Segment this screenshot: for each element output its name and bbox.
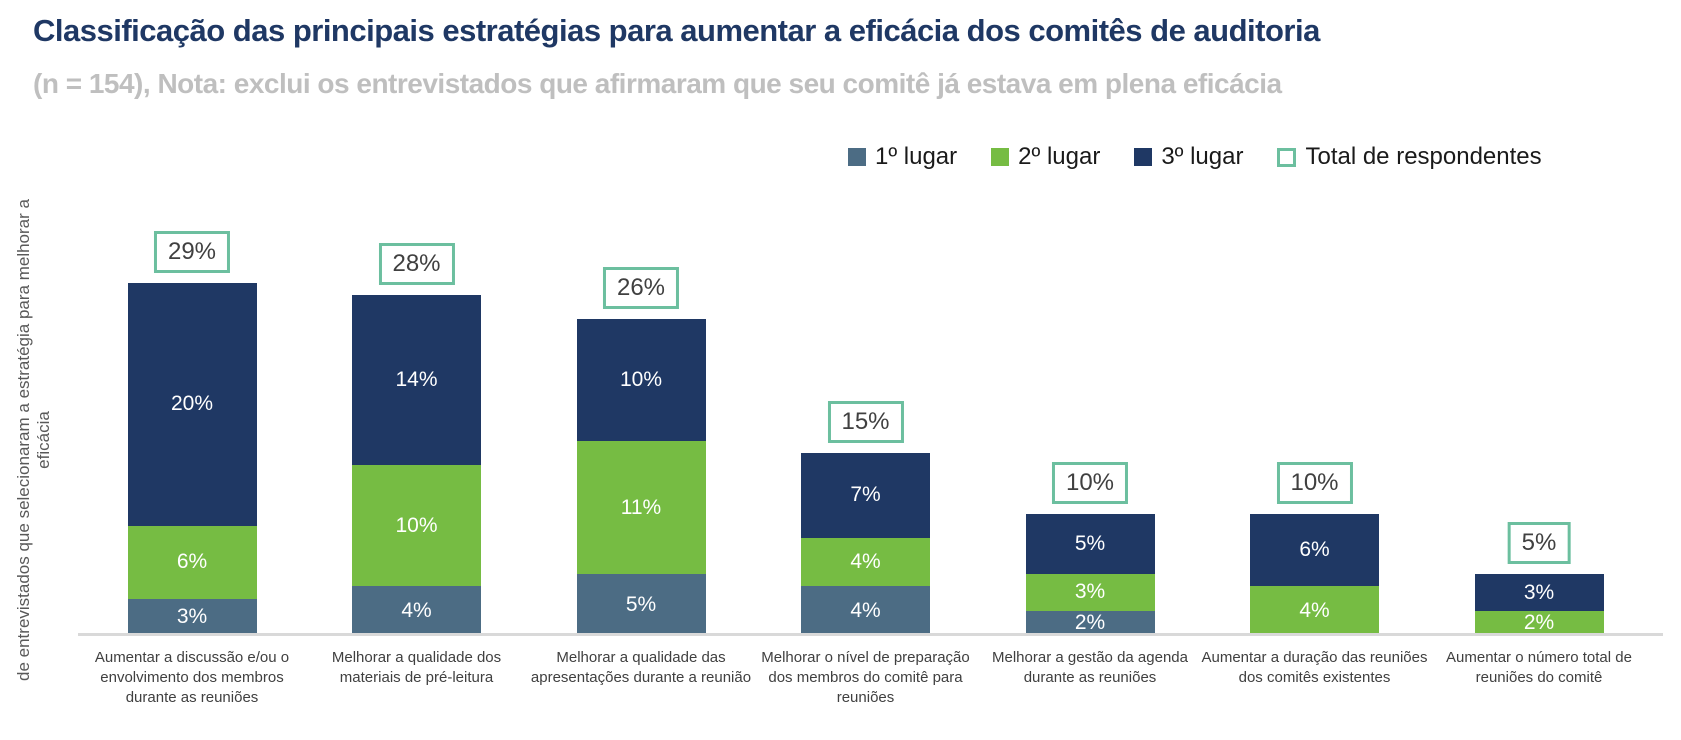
legend-item-3: 3º lugar: [1134, 143, 1243, 171]
bar-column-4: 7% 4% 4%: [801, 452, 930, 635]
category-label-3: Melhorar a qualidade das apresentações d…: [530, 649, 752, 686]
legend-swatch-icon: [848, 148, 866, 166]
segment-value-label: 7%: [850, 483, 881, 507]
legend-item-2: 2º lugar: [991, 143, 1100, 171]
y-axis-label: de entrevistados que selecionaram a estr…: [14, 140, 54, 740]
legend-swatch-icon: [1134, 148, 1153, 166]
total-label: 29%: [153, 230, 231, 273]
bar-column-3: 10% 11% 5%: [576, 319, 706, 635]
legend-label: Total de respondentes: [1305, 143, 1542, 170]
bar-segment-rank3: 3%: [1474, 574, 1604, 611]
bar-column-2: 14% 10% 4%: [352, 295, 481, 635]
category-label-2: Melhorar a qualidade dos materiais de pr…: [331, 649, 502, 686]
segment-value-label: 4%: [401, 598, 432, 622]
legend-item-1: 1º lugar: [848, 143, 957, 171]
segment-value-label: 4%: [850, 598, 881, 622]
bar-segment-rank3: 7%: [801, 452, 930, 538]
legend-label: 3º lugar: [1161, 143, 1244, 170]
page-title: Classificação das principais estratégias…: [33, 13, 1320, 48]
legend-item-4: Total de respondentes: [1277, 143, 1542, 171]
category-label-6: Aumentar a duração das reuniões dos comi…: [1201, 649, 1428, 686]
segment-value-label: 10%: [619, 368, 663, 392]
chart-legend: 1º lugar 2º lugar 3º lugar Total de respond…: [848, 143, 1542, 171]
legend-outlined-swatch-icon: [1277, 147, 1297, 167]
segment-value-label: 5%: [1074, 531, 1106, 555]
segment-value-label: 3%: [1074, 580, 1106, 604]
bar-segment-rank2: 3%: [1025, 574, 1155, 611]
bar-segment-rank2: 2%: [1474, 610, 1604, 635]
bar-segment-rank1: 3%: [127, 598, 257, 635]
segment-value-label: 3%: [1523, 580, 1555, 604]
category-label-5: Melhorar a gestão da agenda durante as r…: [992, 649, 1188, 686]
bar-segment-rank2: 4%: [1250, 586, 1379, 635]
legend-swatch-icon: [991, 148, 1010, 166]
bar-column-6: 6% 4%: [1250, 513, 1379, 635]
page-subtitle: (n = 154), Nota: exclui os entrevistados…: [33, 68, 1282, 99]
segment-value-label: 20%: [170, 392, 214, 416]
segment-value-label: 2%: [1523, 610, 1555, 634]
bar-segment-rank2: 11%: [576, 440, 706, 575]
y-axis-label-line1: de entrevistados que selecionaram a estr…: [14, 199, 33, 681]
x-axis-line: [78, 633, 1663, 636]
segment-value-label: 4%: [1299, 598, 1330, 622]
bar-segment-rank2: 6%: [127, 525, 257, 599]
segment-value-label: 5%: [625, 592, 657, 616]
bar-segment-rank2: 10%: [352, 465, 481, 587]
bar-column-7: 3% 2%: [1474, 574, 1604, 635]
total-label: 10%: [1051, 461, 1129, 504]
segment-value-label: 3%: [176, 604, 208, 628]
bar-segment-rank1: 5%: [576, 574, 706, 635]
category-label-7: Aumentar o número total de reuniões do c…: [1446, 649, 1632, 686]
total-label: 15%: [827, 400, 904, 443]
bar-segment-rank3: 6%: [1250, 513, 1379, 587]
bar-segment-rank3: 10%: [576, 319, 706, 441]
segment-value-label: 6%: [176, 550, 208, 574]
segment-value-label: 2%: [1074, 610, 1106, 634]
category-label-4: Melhorar o nível de preparação dos membr…: [761, 649, 970, 706]
segment-value-label: 14%: [395, 368, 438, 392]
bar-segment-rank2: 4%: [801, 537, 930, 587]
bar-segment-rank3: 14%: [352, 295, 481, 466]
bar-column-5: 5% 3% 2%: [1025, 513, 1155, 635]
bar-segment-rank1: 4%: [801, 586, 930, 635]
segment-value-label: 11%: [620, 495, 662, 519]
segment-value-label: 10%: [395, 513, 438, 537]
bar-segment-rank3: 5%: [1025, 513, 1155, 575]
y-axis-label-line2: eficácia: [34, 411, 53, 469]
legend-label: 2º lugar: [1018, 143, 1101, 170]
total-label: 5%: [1507, 522, 1571, 565]
total-label: 28%: [378, 243, 455, 286]
bar-segment-rank3: 20%: [127, 282, 257, 526]
total-label: 26%: [602, 267, 680, 310]
bar-column-1: 20% 6% 3%: [127, 282, 257, 635]
category-label-1: Aumentar a discussão e/ou o envolvimento…: [94, 649, 290, 706]
segment-value-label: 4%: [850, 550, 881, 574]
bar-segment-rank1: 2%: [1025, 610, 1155, 635]
segment-value-label: 6%: [1299, 538, 1330, 561]
total-label: 10%: [1276, 461, 1353, 504]
legend-label: 1º lugar: [875, 143, 958, 170]
bar-segment-rank1: 4%: [352, 586, 481, 635]
